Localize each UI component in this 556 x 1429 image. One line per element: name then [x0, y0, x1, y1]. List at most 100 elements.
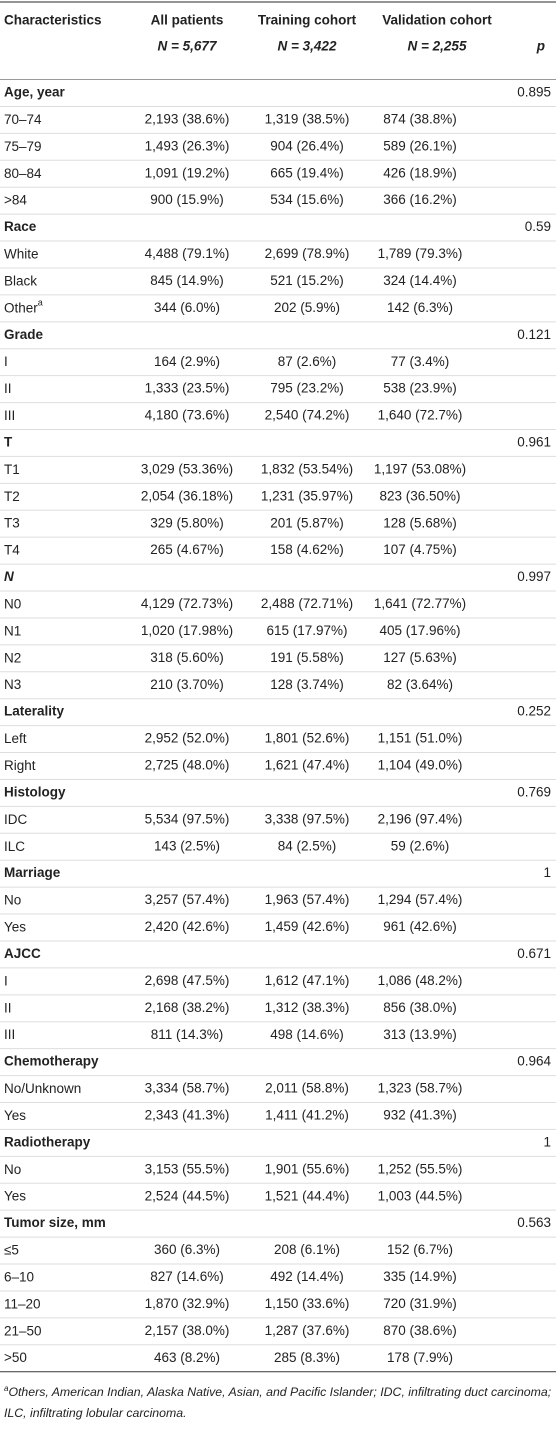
cell: 208 (6.1%)	[274, 1242, 340, 1257]
section-label: T	[4, 435, 13, 450]
cell: 335 (14.9%)	[383, 1269, 457, 1284]
row-label: 21–50	[4, 1323, 42, 1338]
column-n: N = 2,255	[408, 39, 467, 54]
cell: 2,725 (48.0%)	[145, 758, 230, 773]
cell: 1,789 (79.3%)	[378, 246, 463, 261]
cell: 128 (3.74%)	[270, 677, 344, 692]
cell: 202 (5.9%)	[274, 300, 340, 315]
row-label: 75–79	[4, 138, 42, 153]
cell: 1,086 (48.2%)	[378, 973, 463, 988]
cell: 521 (15.2%)	[270, 273, 344, 288]
row-label: No	[4, 892, 21, 907]
section-label: Histology	[4, 784, 66, 799]
cell: 3,153 (55.5%)	[145, 1161, 230, 1176]
cell: 3,334 (58.7%)	[145, 1081, 230, 1096]
cell: 932 (41.3%)	[383, 1108, 457, 1123]
row-label: 6–10	[4, 1269, 34, 1284]
cell: 2,420 (42.6%)	[145, 919, 230, 934]
cell: 538 (23.9%)	[383, 381, 457, 396]
p-value: 0.671	[517, 946, 551, 961]
row-label: T3	[4, 515, 20, 530]
cell: 1,104 (49.0%)	[378, 758, 463, 773]
cell: 2,699 (78.9%)	[265, 246, 350, 261]
cell: 2,524 (44.5%)	[145, 1188, 230, 1203]
row-label-text: >50	[4, 1350, 27, 1365]
row-label: No/Unknown	[4, 1081, 81, 1096]
cell: 2,054 (36.18%)	[141, 488, 233, 503]
cell: 82 (3.64%)	[387, 677, 453, 692]
cell: 534 (15.6%)	[270, 192, 344, 207]
section-label: Marriage	[4, 865, 61, 880]
section-label: Grade	[4, 327, 44, 342]
cell: 265 (4.67%)	[150, 542, 224, 557]
p-value: 0.997	[517, 569, 551, 584]
row-label: II	[4, 1000, 12, 1015]
cell: 1,150 (33.6%)	[265, 1296, 350, 1311]
cell: 77 (3.4%)	[391, 354, 450, 369]
row-label: 70–74	[4, 111, 42, 126]
cell: 366 (16.2%)	[383, 192, 457, 207]
row-label: IDC	[4, 811, 28, 826]
cell: 344 (6.0%)	[154, 300, 220, 315]
cell: 1,312 (38.3%)	[265, 1000, 350, 1015]
row-label-text: T4	[4, 542, 20, 557]
cell: 191 (5.58%)	[270, 650, 344, 665]
cell: 720 (31.9%)	[383, 1296, 457, 1311]
section-label: Radiotherapy	[4, 1134, 91, 1149]
row-label: >84	[4, 192, 27, 207]
p-value: 1	[543, 1134, 551, 1149]
cell: 904 (26.4%)	[270, 138, 344, 153]
cell: 84 (2.5%)	[278, 838, 337, 853]
row-label-text: I	[4, 354, 8, 369]
row-label-text: No/Unknown	[4, 1081, 81, 1096]
row-label: T2	[4, 488, 20, 503]
row-label: III	[4, 408, 15, 423]
section-label: Race	[4, 219, 37, 234]
cell: 874 (38.8%)	[383, 111, 457, 126]
row-label-text: 70–74	[4, 111, 42, 126]
row-label: ≤5	[4, 1242, 19, 1257]
cell: 665 (19.4%)	[270, 165, 344, 180]
row-label-text: 80–84	[4, 165, 42, 180]
cell: 164 (2.9%)	[154, 354, 220, 369]
row-label: N0	[4, 596, 21, 611]
cell: 143 (2.5%)	[154, 838, 220, 853]
row-label: Black	[4, 273, 37, 288]
row-label-text: III	[4, 408, 15, 423]
cell: 1,231 (35.97%)	[261, 488, 353, 503]
cell: 1,197 (53.08%)	[374, 461, 466, 476]
cell: 856 (38.0%)	[383, 1000, 457, 1015]
cell: 2,196 (97.4%)	[378, 811, 463, 826]
cell: 589 (26.1%)	[383, 138, 457, 153]
cell: 3,257 (57.4%)	[145, 892, 230, 907]
cell: 1,963 (57.4%)	[265, 892, 350, 907]
cell: 59 (2.6%)	[391, 838, 450, 853]
cell: 1,323 (58.7%)	[378, 1081, 463, 1096]
p-value: 0.961	[517, 435, 551, 450]
cell: 152 (6.7%)	[387, 1242, 453, 1257]
row-label-text: 21–50	[4, 1323, 42, 1338]
column-header: Training cohort	[258, 13, 357, 28]
cell: 2,011 (58.8%)	[265, 1081, 349, 1096]
cell: 1,091 (19.2%)	[145, 165, 230, 180]
cell: 1,287 (37.6%)	[265, 1323, 350, 1338]
cell: 870 (38.6%)	[383, 1323, 457, 1338]
cell: 285 (8.3%)	[274, 1350, 340, 1365]
cell: 426 (18.9%)	[383, 165, 457, 180]
cell: 1,621 (47.4%)	[265, 758, 350, 773]
table: Characteristics All patients Training coho…	[0, 1, 556, 1373]
row-label: 11–20	[4, 1296, 41, 1311]
row-label-text: Black	[4, 273, 37, 288]
row-label: I	[4, 973, 8, 988]
p-value: 1	[543, 865, 551, 880]
column-header: All patients	[151, 13, 224, 28]
cell: 2,343 (41.3%)	[145, 1108, 230, 1123]
cell: 3,338 (97.5%)	[265, 811, 350, 826]
cell: 1,003 (44.5%)	[378, 1188, 463, 1203]
row-label-text: 6–10	[4, 1269, 34, 1284]
cell: 827 (14.6%)	[150, 1269, 224, 1284]
row-label: Yes	[4, 919, 26, 934]
cell: 313 (13.9%)	[383, 1027, 457, 1042]
cell: 87 (2.6%)	[278, 354, 337, 369]
cell: 142 (6.3%)	[387, 300, 453, 315]
